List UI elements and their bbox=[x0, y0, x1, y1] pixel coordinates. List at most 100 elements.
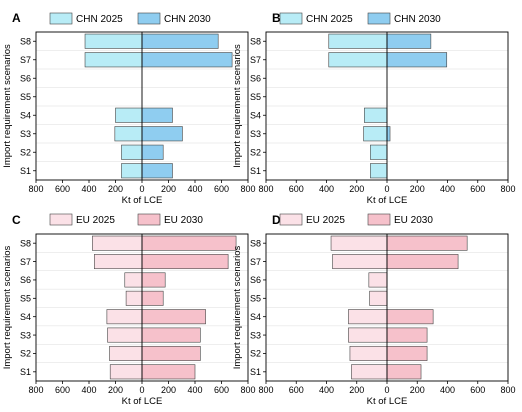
y-tick-label: S7 bbox=[20, 55, 31, 65]
x-tick-label: 200 bbox=[349, 184, 364, 194]
x-tick-label: 600 bbox=[289, 184, 304, 194]
y-axis-label: Import requirement scenarios bbox=[2, 44, 13, 168]
legend-label: CHN 2030 bbox=[394, 14, 441, 25]
legend-label: CHN 2030 bbox=[164, 14, 211, 25]
bar-eu-2030-s2 bbox=[386, 345, 428, 361]
x-tick-label: 200 bbox=[410, 184, 425, 194]
legend-label: CHN 2025 bbox=[76, 14, 123, 25]
y-tick-label: S5 bbox=[250, 294, 261, 304]
x-tick-label: 0 bbox=[384, 385, 389, 395]
panel-letter: D bbox=[272, 213, 281, 227]
bar-eu-2025-s7 bbox=[332, 254, 388, 270]
y-tick-label: S6 bbox=[20, 73, 31, 83]
x-tick-label: 400 bbox=[187, 385, 202, 395]
bar-eu-2025-s3 bbox=[348, 327, 388, 343]
bar-chn-2025-s2 bbox=[370, 144, 388, 160]
x-tick-label: 600 bbox=[470, 184, 485, 194]
bar-chn-2025-s1 bbox=[370, 163, 388, 179]
bar-chn-2025-s4 bbox=[364, 107, 388, 123]
x-axis-label: Kt of LCE bbox=[367, 195, 408, 206]
bar-eu-2030-s4 bbox=[141, 309, 206, 325]
x-tick-label: 800 bbox=[240, 385, 255, 395]
y-tick-label: S8 bbox=[250, 238, 261, 248]
x-tick-label: 200 bbox=[410, 385, 425, 395]
y-tick-label: S8 bbox=[20, 36, 31, 46]
legend-label: EU 2030 bbox=[394, 215, 433, 226]
y-tick-label: S4 bbox=[250, 110, 261, 120]
y-tick-label: S5 bbox=[20, 92, 31, 102]
y-tick-label: S3 bbox=[20, 330, 31, 340]
y-tick-label: S2 bbox=[20, 349, 31, 359]
bar-eu-2025-s1 bbox=[109, 364, 143, 380]
x-tick-label: 800 bbox=[500, 184, 515, 194]
bar-eu-2025-s5 bbox=[369, 290, 388, 306]
bar-chn-2030-s8 bbox=[141, 33, 219, 49]
y-tick-label: S4 bbox=[250, 312, 261, 322]
x-tick-label: 400 bbox=[81, 184, 96, 194]
x-tick-label: 200 bbox=[349, 385, 364, 395]
legend: CHN 2025 CHN 2030 bbox=[49, 12, 211, 25]
legend-swatch bbox=[367, 213, 391, 226]
x-tick-label: 600 bbox=[214, 184, 229, 194]
bar-eu-2030-s7 bbox=[386, 254, 459, 270]
y-tick-label: S2 bbox=[250, 147, 261, 157]
bar-eu-2030-s5 bbox=[141, 290, 164, 306]
x-tick-label: 400 bbox=[440, 184, 455, 194]
legend-swatch bbox=[279, 213, 303, 226]
bar-chn-2030-s7 bbox=[141, 52, 233, 68]
x-tick-label: 600 bbox=[55, 184, 70, 194]
bar-chn-2025-s7 bbox=[84, 52, 143, 68]
y-tick-label: S7 bbox=[250, 257, 261, 267]
y-tick-label: S5 bbox=[250, 92, 261, 102]
bar-chn-2030-s4 bbox=[141, 107, 173, 123]
y-axis-label: Import requirement scenarios bbox=[232, 245, 243, 369]
bar-eu-2030-s7 bbox=[141, 254, 229, 270]
y-tick-label: S1 bbox=[250, 367, 261, 377]
x-tick-label: 0 bbox=[384, 184, 389, 194]
bar-chn-2030-s3 bbox=[141, 126, 183, 142]
chart-panel-a: A S8 S7 S6 S5 S4 S3 S2 S1 800 600 400 200 0 200 400 600 8… bbox=[2, 11, 256, 206]
bar-eu-2030-s4 bbox=[386, 309, 434, 325]
y-tick-label: S6 bbox=[20, 275, 31, 285]
x-tick-label: 600 bbox=[470, 385, 485, 395]
y-tick-label: S5 bbox=[20, 294, 31, 304]
bar-chn-2025-s2 bbox=[121, 144, 143, 160]
y-tick-label: S6 bbox=[250, 73, 261, 83]
x-axis-label: Kt of LCE bbox=[122, 396, 163, 407]
bar-eu-2030-s6 bbox=[141, 272, 166, 288]
x-tick-label: 800 bbox=[258, 385, 273, 395]
panel-letter: C bbox=[12, 213, 21, 227]
legend: EU 2025 EU 2030 bbox=[279, 213, 433, 226]
y-tick-label: S1 bbox=[20, 367, 31, 377]
chart-panel-b: B S8 S7 S6 S5 S4 S3 S2 S1 800 600 400 200 0 200 400 600 8… bbox=[232, 11, 516, 206]
y-tick-label: S3 bbox=[250, 129, 261, 139]
y-tick-label: S3 bbox=[20, 129, 31, 139]
bar-eu-2030-s8 bbox=[141, 235, 237, 251]
y-tick-label: S8 bbox=[20, 238, 31, 248]
y-tick-label: S3 bbox=[250, 330, 261, 340]
chart-panel-d: D S8 S7 S6 S5 S4 S3 S2 S1 800 600 400 200 0 200 400 600 8… bbox=[232, 213, 516, 407]
x-tick-label: 200 bbox=[108, 184, 123, 194]
bar-chn-2025-s3 bbox=[363, 126, 388, 142]
x-tick-label: 600 bbox=[214, 385, 229, 395]
legend-label: EU 2025 bbox=[306, 215, 345, 226]
y-tick-label: S7 bbox=[250, 55, 261, 65]
bar-eu-2025-s2 bbox=[349, 345, 388, 361]
legend-label: EU 2030 bbox=[164, 215, 203, 226]
panel-letter: B bbox=[272, 11, 281, 25]
y-tick-label: S4 bbox=[20, 312, 31, 322]
bar-eu-2025-s4 bbox=[106, 309, 143, 325]
bar-eu-2030-s1 bbox=[141, 364, 196, 380]
x-tick-label: 600 bbox=[289, 385, 304, 395]
y-tick-label: S6 bbox=[250, 275, 261, 285]
x-tick-label: 200 bbox=[161, 385, 176, 395]
bar-chn-2030-s7 bbox=[386, 52, 448, 68]
bar-chn-2025-s7 bbox=[328, 52, 388, 68]
bar-eu-2025-s4 bbox=[348, 309, 388, 325]
legend-swatch bbox=[49, 12, 73, 25]
y-tick-label: S1 bbox=[250, 166, 261, 176]
x-tick-label: 800 bbox=[28, 184, 43, 194]
legend: EU 2025 EU 2030 bbox=[49, 213, 203, 226]
bar-eu-2025-s6 bbox=[368, 272, 388, 288]
